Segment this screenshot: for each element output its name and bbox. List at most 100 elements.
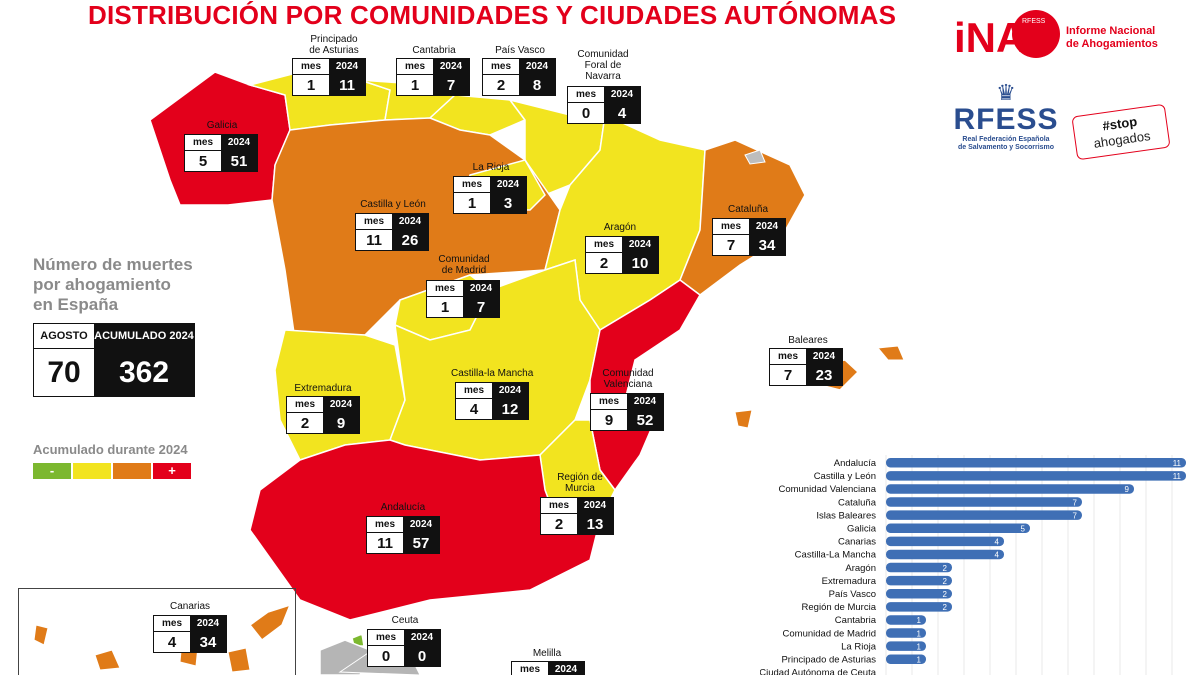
stat-month-header: mes: [593, 239, 614, 250]
region-label-castilla-la-mancha: Castilla-la Mancha: [451, 368, 534, 379]
map-shape-mallorca-east: [877, 345, 905, 361]
bar-category-label: Canarias: [838, 537, 876, 548]
bar-value-label: 4: [995, 538, 1000, 547]
stat-box-arag-n: mes 2024 2 10: [585, 236, 659, 274]
bar-value-label: 1: [917, 616, 922, 625]
bar-value-label: 11: [1173, 472, 1182, 481]
stat-month-value: 11: [366, 232, 382, 249]
region-label-catalu-a: Cataluña: [727, 204, 769, 215]
stat-month-value: 5: [198, 153, 208, 170]
ina-line-2: de Ahogamientos: [1066, 38, 1158, 50]
stat-year-header: 2024: [548, 662, 584, 675]
bar-category-label: Aragón: [845, 563, 876, 574]
bar-value-label: 9: [1125, 485, 1130, 494]
bar: [886, 615, 926, 625]
region-label-pa-s-vasco: País Vasco: [495, 45, 545, 56]
region-label-melilla: Melilla: [532, 648, 562, 659]
stat-year-value: 52: [627, 410, 663, 430]
stat-month-value: 2: [496, 77, 506, 94]
bar-value-label: 5: [1021, 525, 1026, 534]
stat-month-value: 7: [783, 367, 793, 384]
legend-title: Acumulado durante 2024: [33, 442, 188, 457]
stat-year-header: 2024: [604, 87, 640, 102]
stat-month-header: mes: [374, 519, 395, 530]
summary-heading-line-3: en España: [33, 295, 119, 314]
stat-year-header: 2024: [622, 237, 658, 252]
bar-value-label: 2: [943, 564, 948, 573]
legend-high: +: [153, 463, 191, 479]
legend-mid-high: [113, 463, 151, 479]
rfess-logo: ♛ RFESS Real Federación Española de Salv…: [952, 82, 1060, 152]
stat-year-value: 51: [221, 151, 257, 171]
bar: [886, 602, 952, 612]
bar: [886, 641, 926, 651]
bar-value-label: 11: [1173, 459, 1182, 468]
stat-year-header: 2024: [492, 383, 528, 398]
stat-year-value: 4: [604, 103, 640, 123]
stat-box-ceuta: mes 2024 0 0: [367, 629, 441, 667]
bar: [886, 484, 1134, 494]
region-label-extremadura: Extremadura: [294, 383, 352, 394]
bar-value-label: 2: [943, 577, 948, 586]
stat-year-header: 2024: [463, 281, 499, 296]
stat-month-header: mes: [363, 216, 384, 227]
map-shape-canarias-gomera: [94, 649, 121, 671]
bar-value-label: 2: [943, 590, 948, 599]
region-label-baleares: Baleares: [788, 335, 828, 346]
region-label-comunidad-valenciana: Comunidad Valenciana: [602, 368, 654, 390]
stat-box-la-rioja: mes 2024 1 3: [453, 176, 527, 214]
stat-year-header: 2024: [519, 59, 555, 74]
stat-month-header: mes: [548, 500, 569, 511]
bar-value-label: 4: [995, 551, 1000, 560]
rfess-line-1: Real Federación Española: [962, 136, 1050, 143]
bar-value-label: 7: [1073, 511, 1078, 520]
stat-month-value: 7: [726, 237, 736, 254]
stat-box-baleares: mes 2024 7 23: [769, 348, 843, 386]
bar: [886, 628, 926, 638]
stat-month-value: 0: [381, 648, 391, 665]
stat-year-value: 34: [190, 632, 226, 652]
stat-box-comunidad-de-madrid: mes 2024 1 7: [426, 280, 500, 318]
stat-month-header: mes: [598, 396, 619, 407]
stat-box-principado-de-asturias: mes 2024 1 11: [292, 58, 366, 96]
bar-category-label: Galicia: [847, 524, 877, 535]
page-title: DISTRIBUCIÓN POR COMUNIDADES Y CIUDADES …: [88, 0, 897, 30]
bar-value-label: 2: [943, 603, 948, 612]
legend-mid-low: [73, 463, 111, 479]
bar: [886, 458, 1186, 468]
map-shape-canarias-west: [33, 624, 49, 646]
stat-box-galicia: mes 2024 5 51: [184, 134, 258, 172]
stat-month-header: mes: [294, 399, 315, 410]
stat-year-value: 10: [622, 253, 658, 273]
stat-year-value: 3: [490, 193, 526, 213]
ina-line-1: Informe Nacional: [1066, 25, 1156, 37]
bar: [886, 523, 1030, 533]
ina-logo: iNA RFESS: [954, 10, 1060, 61]
cumulative-header: ACUMULADO 2024: [94, 324, 194, 348]
stat-month-value: 1: [410, 77, 420, 94]
stat-year-header: 2024: [577, 498, 613, 513]
map-region-comunidad-valenciana: [589, 279, 701, 492]
stat-box-canarias: mes 2024 4 34: [153, 615, 227, 653]
bar-category-label: Extremadura: [822, 576, 877, 587]
summary-heading-line-1: Número de muertes: [33, 255, 193, 274]
stat-month-value: 11: [377, 535, 393, 552]
region-label-galicia: Galicia: [206, 120, 238, 131]
bar-category-label: Principado de Asturias: [781, 655, 876, 666]
stat-year-value: 9: [323, 413, 359, 433]
bar: [886, 471, 1186, 481]
stat-box-melilla: mes 2024: [511, 661, 585, 675]
bar-category-label: La Rioja: [841, 641, 877, 652]
stat-year-value: 57: [403, 533, 439, 553]
stat-year-header: 2024: [433, 59, 469, 74]
stat-year-header: 2024: [749, 219, 785, 234]
stat-month-header: mes: [161, 618, 182, 629]
stat-year-value: 0: [404, 646, 440, 666]
stat-month-value: 2: [599, 255, 609, 272]
bar: [886, 549, 1004, 560]
bar-category-label: Andalucía: [834, 458, 877, 469]
bar-value-label: 7: [1073, 498, 1078, 507]
bar-category-label: País Vasco: [829, 589, 876, 600]
stat-month-header: mes: [404, 61, 425, 72]
bar: [886, 575, 952, 586]
